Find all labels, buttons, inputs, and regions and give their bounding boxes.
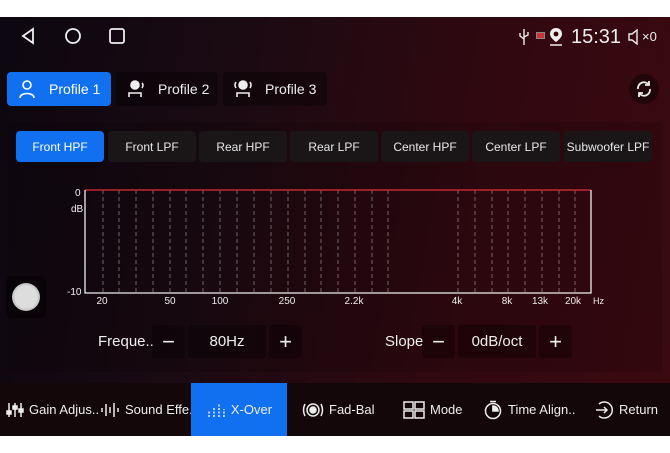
- frequency-label: Freque..: [98, 333, 154, 350]
- volume-mute-icon[interactable]: [627, 28, 641, 50]
- equalizer-icon: [208, 402, 225, 417]
- nav-label: Return: [619, 402, 659, 417]
- frequency-decrease-button[interactable]: −: [152, 325, 185, 358]
- home-icon[interactable]: [64, 27, 82, 50]
- nav-label: Time Align..: [508, 402, 576, 417]
- bottom-nav: [0, 383, 670, 436]
- x-unit: Hz: [593, 296, 604, 306]
- nav-gain-adjust[interactable]: Gain Adjus..: [6, 383, 99, 436]
- sliders-icon: [6, 402, 24, 417]
- y-tick-0: 0: [75, 188, 81, 199]
- x-tick-label: 100: [211, 296, 229, 307]
- waveform-icon: [101, 402, 119, 417]
- return-icon: [596, 400, 614, 419]
- slope-increase-button[interactable]: +: [539, 325, 572, 358]
- x-tick-label: 20k: [564, 296, 582, 307]
- frequency-increase-button[interactable]: +: [269, 325, 302, 358]
- tab-front-hpf[interactable]: Front HPF: [16, 131, 104, 162]
- nav-label: Sound Effe..: [125, 402, 197, 417]
- timer-icon: [484, 400, 502, 419]
- nav-x-over[interactable]: X-Over: [191, 383, 287, 436]
- usb-icon: [518, 28, 530, 51]
- assistive-ball-icon: [12, 283, 40, 311]
- x-tick-label: 50: [164, 296, 176, 307]
- crossover-chart: [84, 189, 592, 294]
- refresh-icon: [637, 81, 651, 97]
- x-tick-label: 4k: [451, 296, 463, 307]
- person-surround-icon: [234, 80, 252, 97]
- reset-button[interactable]: [629, 74, 659, 104]
- crossover-panel: [8, 122, 662, 372]
- slope-label: Slope: [385, 333, 424, 350]
- location-icon: [548, 27, 564, 52]
- tab-rear-hpf[interactable]: Rear HPF: [199, 131, 287, 162]
- volume-level: ×0: [642, 29, 657, 44]
- nav-label: Gain Adjus..: [29, 402, 100, 417]
- back-icon[interactable]: [20, 27, 36, 50]
- y-unit: dB: [71, 204, 84, 215]
- floating-assistant-button[interactable]: [6, 276, 46, 318]
- cast-icon: [536, 32, 545, 39]
- profile-2-button[interactable]: Profile 2: [116, 72, 218, 106]
- profile-1-button[interactable]: Profile 1: [7, 72, 111, 106]
- tab-center-lpf[interactable]: Center LPF: [472, 131, 560, 162]
- tab-subwoofer-lpf[interactable]: Subwoofer LPF: [564, 131, 652, 162]
- nav-label: Mode: [430, 402, 463, 417]
- fader-balance-icon: [302, 402, 324, 417]
- x-tick-label: 2.2k: [344, 296, 364, 307]
- nav-return[interactable]: Return: [594, 383, 658, 436]
- slope-value: 0dB/oct: [458, 325, 536, 358]
- tab-front-lpf[interactable]: Front LPF: [108, 131, 196, 162]
- recents-icon[interactable]: [108, 27, 126, 50]
- chart-axes: [84, 190, 592, 294]
- x-tick-label: 8k: [501, 296, 513, 307]
- y-tick-min: -10: [67, 287, 82, 298]
- nav-time-align[interactable]: Time Align..: [483, 383, 575, 436]
- x-tick-label: 20: [96, 296, 108, 307]
- nav-sound-effect[interactable]: Sound Effe..: [100, 383, 196, 436]
- slope-decrease-button[interactable]: −: [422, 325, 455, 358]
- nav-label: X-Over: [230, 402, 273, 417]
- frequency-value: 80Hz: [188, 325, 266, 358]
- clock: 15:31: [571, 26, 622, 48]
- person-sound-icon: [128, 80, 144, 97]
- tab-center-hpf[interactable]: Center HPF: [381, 131, 469, 162]
- person-icon: [19, 80, 35, 99]
- x-tick-label: 250: [278, 296, 296, 307]
- profile-label: Profile 3: [265, 81, 317, 97]
- profile-label: Profile 1: [49, 81, 101, 97]
- mode-icon: [403, 400, 425, 419]
- x-tick-label: 13k: [531, 296, 549, 307]
- tab-rear-lpf[interactable]: Rear LPF: [290, 131, 378, 162]
- screen: 15:31 ×0 Profile 1 Profile 2 Profile 3 F…: [0, 17, 670, 436]
- profile-3-button[interactable]: Profile 3: [223, 72, 327, 106]
- nav-label: Fad-Bal: [329, 402, 375, 417]
- profile-label: Profile 2: [158, 81, 210, 97]
- nav-fad-bal[interactable]: Fad-Bal: [302, 383, 375, 436]
- nav-mode[interactable]: Mode: [403, 383, 463, 436]
